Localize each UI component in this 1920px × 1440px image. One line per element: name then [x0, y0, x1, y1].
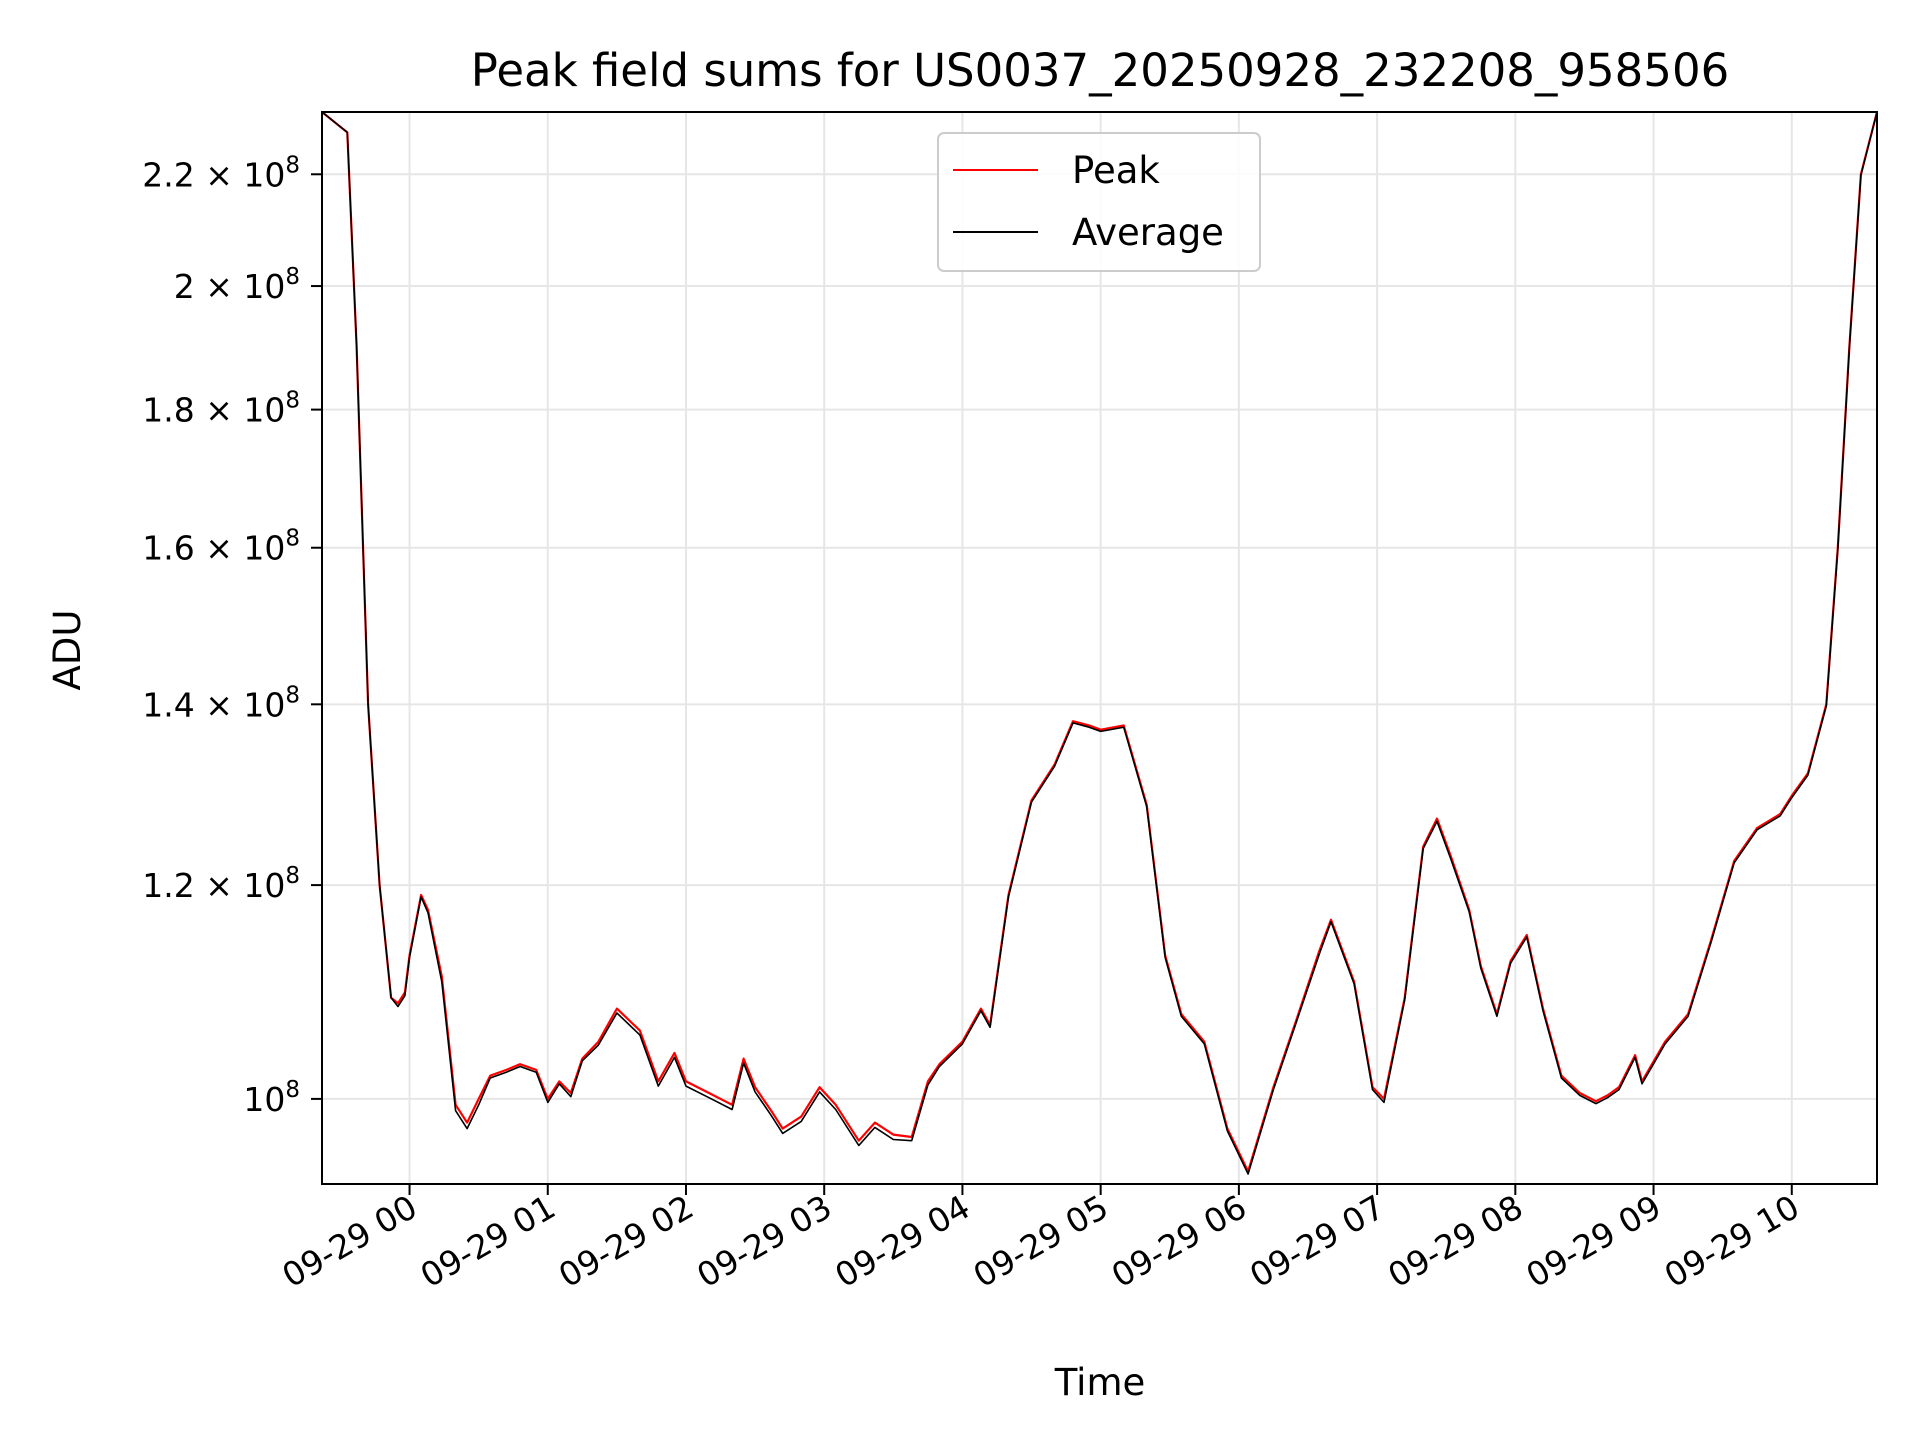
legend: Peak Average: [937, 132, 1261, 272]
y-tick-label: 108: [243, 1077, 300, 1119]
legend-label-peak: Peak: [1072, 149, 1160, 192]
legend-box: [937, 132, 1261, 272]
grid: [322, 112, 1877, 1184]
y-tick-label: 1.6 × 108: [142, 526, 300, 568]
y-axis-title: ADU: [46, 610, 89, 691]
x-axis-title: Time: [1054, 1361, 1146, 1404]
plot-frame: [321, 111, 1878, 1185]
y-axis: 108 1.2 × 108 1.4 × 108 1.6 × 108 1.8 × 108 2…: [142, 152, 322, 1119]
y-tick-label: 1.4 × 108: [142, 682, 300, 724]
y-tick-label: 1.2 × 108: [142, 863, 300, 905]
y-tick-label: 2.2 × 108: [142, 152, 300, 194]
legend-label-average: Average: [1072, 211, 1224, 254]
series-line-peak: [321, 111, 1879, 1173]
y-tick-label: 1.8 × 108: [142, 388, 300, 430]
series-group: [321, 111, 1879, 1175]
chart-title: Peak field sums for US0037_20250928_2322…: [471, 44, 1729, 97]
series-line-average: [321, 111, 1878, 1175]
y-tick-label: 2 × 108: [174, 264, 300, 306]
